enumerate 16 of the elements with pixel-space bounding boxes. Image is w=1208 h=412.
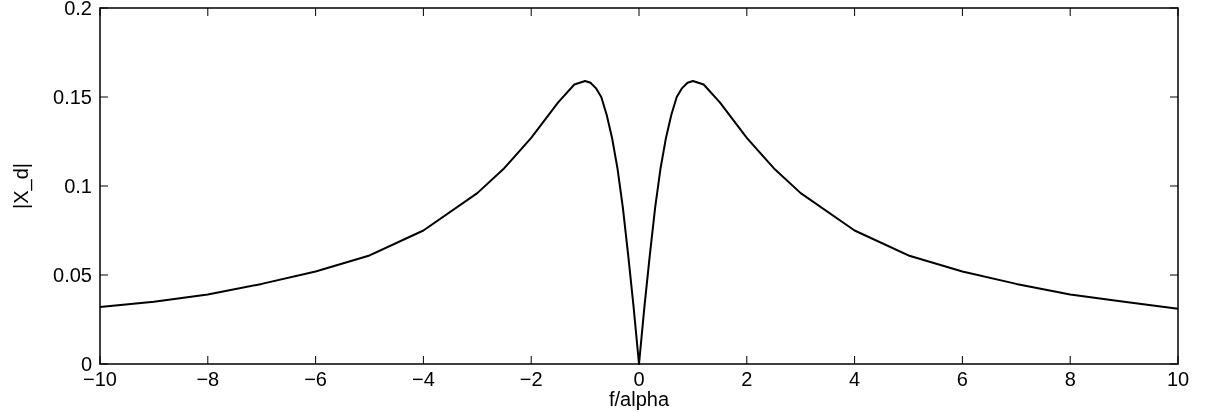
x-tick-label: −4 [411, 368, 435, 390]
y-axis-title: |X_d| [10, 163, 33, 209]
x-tick-label: 6 [956, 368, 968, 390]
y-tick-label: 0.05 [53, 264, 92, 286]
x-axis-title: f/alpha [608, 388, 670, 410]
x-tick-label: 4 [849, 368, 861, 390]
x-tick-label: −2 [519, 368, 543, 390]
y-tick-label: 0.1 [64, 175, 92, 197]
y-tick-label: 0.15 [53, 86, 92, 108]
x-tick-label: 2 [741, 368, 753, 390]
x-tick-label: 10 [1166, 368, 1190, 390]
x-tick-label: −6 [304, 368, 328, 390]
x-tick-label: −8 [196, 368, 220, 390]
y-tick-label: 0.2 [64, 0, 92, 19]
x-tick-label: 8 [1064, 368, 1076, 390]
x-tick-label: 0 [633, 368, 645, 390]
